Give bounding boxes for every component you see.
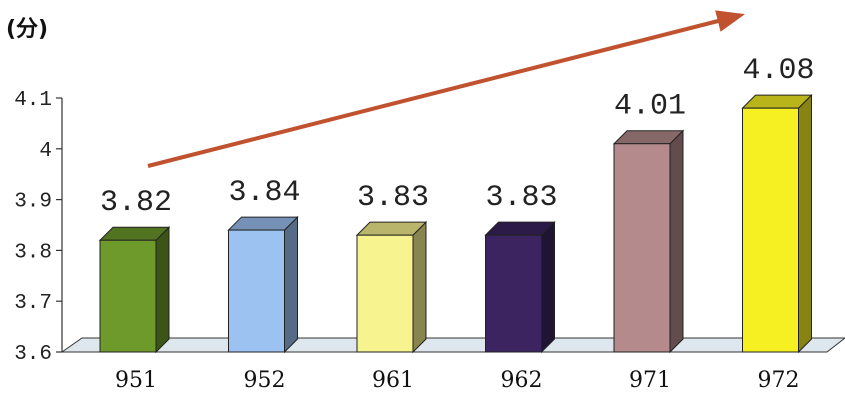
bar-front: [228, 229, 285, 353]
value-label: 3.84: [228, 176, 300, 210]
value-label: 3.83: [485, 181, 557, 215]
bar-side: [541, 220, 555, 354]
bar-side: [284, 215, 298, 354]
bar-top: [741, 94, 813, 109]
bar-front: [356, 234, 414, 353]
category-label: 952: [244, 368, 286, 393]
category-label: 972: [758, 368, 800, 393]
trend-arrow-line: [147, 18, 723, 168]
y-tick-label: 3.8: [14, 241, 52, 264]
bar-side: [155, 226, 170, 354]
bar: [98, 226, 171, 354]
bar-front: [99, 239, 157, 353]
bar-side: [412, 220, 427, 354]
value-label: 4.08: [742, 54, 814, 88]
bar-front: [742, 107, 799, 353]
y-axis: 3.6 3.7 3.8 3.9 4 4.1: [14, 89, 63, 366]
bar-top: [612, 130, 685, 145]
bar: [355, 220, 428, 354]
trend-arrow-head: [715, 10, 745, 32]
floor-plane: [60, 337, 845, 353]
bar: [741, 93, 813, 354]
bar-top: [355, 221, 428, 236]
bar-side: [669, 129, 684, 354]
value-label: 3.82: [100, 186, 172, 220]
category-labels: 951 952 961 962 971 972: [115, 368, 800, 393]
y-tick-label: 4: [39, 140, 52, 163]
y-tick-label: 3.6: [14, 343, 52, 366]
category-label: 951: [115, 368, 157, 393]
bar-front: [613, 143, 671, 353]
trend-arrow: [147, 10, 745, 168]
value-labels: 3.82 3.84 3.83 3.83 4.01 4.08: [100, 54, 815, 220]
chart-floor: [60, 337, 845, 353]
bar-top: [484, 221, 556, 236]
y-tick-label: 3.9: [14, 191, 52, 214]
bar-front: [485, 234, 542, 353]
y-tick-label: 4.1: [14, 89, 52, 112]
bars: [98, 93, 813, 354]
y-unit-label: (分): [6, 17, 48, 42]
category-label: 971: [629, 368, 671, 393]
value-label: 3.83: [357, 181, 429, 215]
bar: [227, 215, 299, 354]
bar: [484, 220, 556, 354]
y-tick-label: 3.7: [14, 292, 52, 315]
category-label: 962: [501, 368, 543, 393]
bar-top: [98, 226, 171, 241]
category-label: 961: [372, 368, 414, 393]
bar-side: [798, 93, 812, 354]
bar-top: [227, 216, 299, 231]
bar: [612, 129, 685, 354]
value-label: 4.01: [614, 90, 686, 124]
